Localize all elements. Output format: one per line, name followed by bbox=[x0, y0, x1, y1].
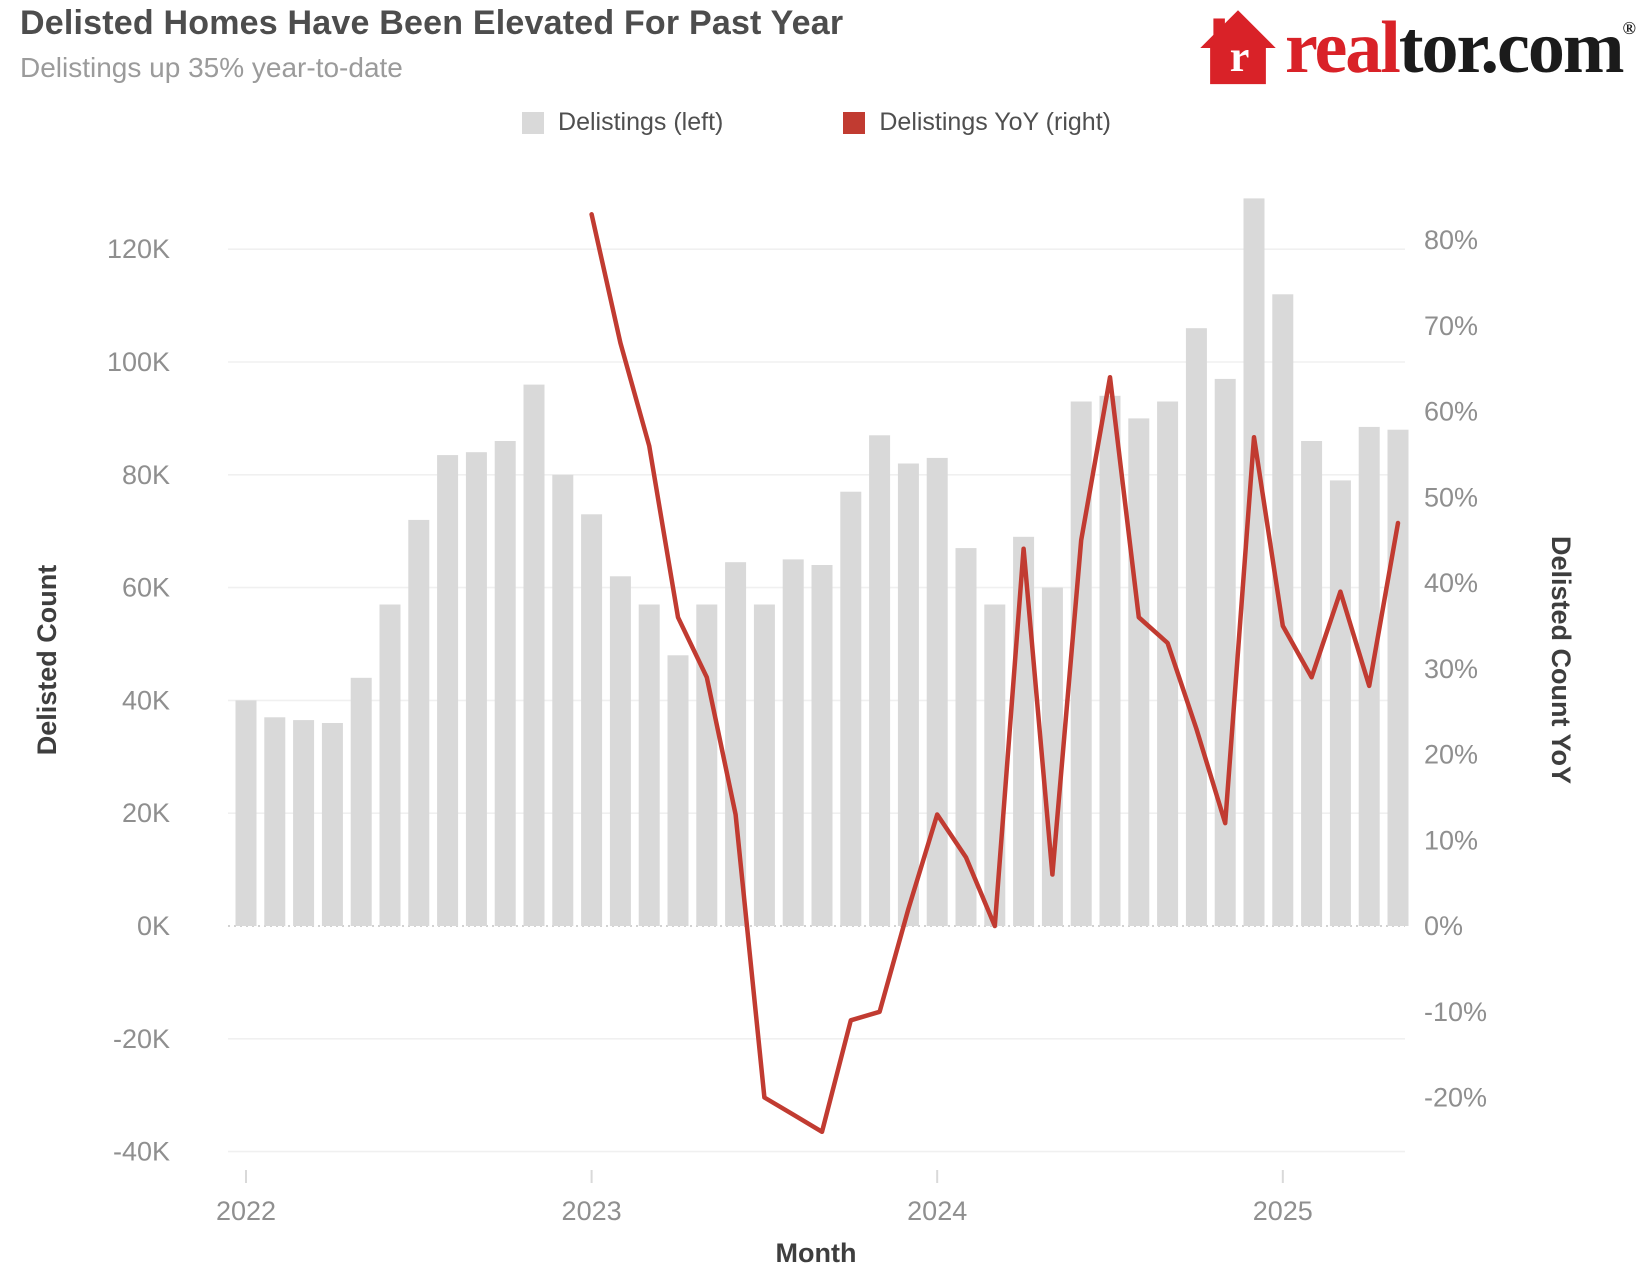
right-axis-tick-label: 80% bbox=[1424, 225, 1478, 255]
delistings-bar bbox=[1128, 418, 1150, 926]
x-axis-year-label: 2024 bbox=[907, 1196, 967, 1226]
delistings-bar bbox=[609, 576, 631, 926]
delistings-bar bbox=[897, 463, 919, 926]
registered-mark: ® bbox=[1622, 18, 1637, 38]
x-axis-year-label: 2025 bbox=[1253, 1196, 1313, 1226]
delistings-bar bbox=[293, 720, 315, 926]
delistings-bar bbox=[782, 559, 804, 926]
wordmark-tor: tor.com bbox=[1398, 7, 1625, 89]
page-title: Delisted Homes Have Been Elevated For Pa… bbox=[20, 4, 844, 42]
left-axis-tick-label: 80K bbox=[122, 460, 170, 490]
right-axis-tick-label: -20% bbox=[1424, 1083, 1487, 1113]
right-axis-tick-label: 20% bbox=[1424, 740, 1478, 770]
delistings-swatch-icon bbox=[522, 111, 545, 134]
delistings-bar bbox=[811, 565, 833, 926]
wordmark-real: real bbox=[1284, 7, 1401, 89]
delistings-bar bbox=[494, 441, 516, 926]
delistings-bar bbox=[523, 384, 545, 927]
delistings-bar bbox=[1185, 328, 1207, 926]
delistings-bar bbox=[1243, 198, 1265, 926]
delistings-bar bbox=[1041, 587, 1063, 926]
legend: Delistings (left) Delistings YoY (right) bbox=[228, 108, 1405, 137]
right-axis-tick-label: 50% bbox=[1424, 482, 1478, 512]
delistings-bar bbox=[753, 604, 775, 926]
left-axis-tick-label: -40K bbox=[113, 1137, 170, 1167]
delistings-bar bbox=[1099, 395, 1121, 926]
delistings-bar bbox=[1301, 441, 1323, 926]
delistings-bar bbox=[264, 717, 286, 926]
axis-tick-labels: -40K -20K 0K 20K 40K 60K 80K 100K 120K -20% -10% 0%… bbox=[107, 225, 1487, 1226]
delistings-bar bbox=[984, 604, 1006, 926]
yoy-line bbox=[589, 212, 1401, 1135]
delistings-bar bbox=[926, 457, 948, 926]
delistings-bars bbox=[235, 198, 1409, 927]
delistings-bar bbox=[1272, 294, 1294, 926]
delistings-bar bbox=[1329, 480, 1351, 926]
delistings-bar bbox=[869, 435, 891, 926]
delistings-bar bbox=[638, 604, 660, 926]
delistings-bar bbox=[408, 519, 430, 926]
delistings-bar bbox=[581, 514, 603, 926]
delistings-bar bbox=[725, 562, 747, 926]
left-axis-tick-label: 20K bbox=[122, 798, 170, 828]
delistings-bar bbox=[235, 700, 257, 926]
delistings-bar bbox=[379, 604, 401, 926]
x-axis-year-label: 2023 bbox=[562, 1196, 622, 1226]
delistings-bar bbox=[1013, 536, 1035, 926]
right-axis-tick-label: -10% bbox=[1424, 997, 1487, 1027]
legend-label-yoy: Delistings YoY (right) bbox=[879, 108, 1111, 136]
yoy-line-group bbox=[589, 212, 1401, 1135]
delistings-bar bbox=[696, 604, 718, 926]
delistings-bar bbox=[1387, 429, 1409, 926]
delistings-bar bbox=[552, 474, 574, 926]
realtor-house-icon: r bbox=[1200, 10, 1276, 85]
right-axis-tick-label: 40% bbox=[1424, 568, 1478, 598]
left-axis-tick-label: -20K bbox=[113, 1024, 170, 1054]
delistings-bar bbox=[667, 655, 689, 926]
delistings-bar bbox=[1157, 401, 1179, 926]
left-axis-tick-label: 0K bbox=[137, 911, 170, 941]
delistings-bar bbox=[350, 677, 372, 926]
legend-label-delistings: Delistings (left) bbox=[558, 108, 724, 136]
delistings-bar bbox=[465, 452, 487, 926]
combo-chart: -40K -20K 0K 20K 40K 60K 80K 100K 120K -20% -10% 0%… bbox=[32, 198, 1576, 1268]
right-axis-tick-label: 30% bbox=[1424, 654, 1478, 684]
delistings-bar bbox=[1070, 401, 1092, 926]
left-axis-tick-label: 40K bbox=[122, 685, 170, 715]
delistings-bar bbox=[840, 491, 862, 926]
legend-item-yoy: Delistings YoY (right) bbox=[843, 108, 1111, 137]
left-axis-tick-label: 60K bbox=[122, 573, 170, 603]
right-axis-tick-label: 10% bbox=[1424, 825, 1478, 855]
x-axis-title: Month bbox=[776, 1238, 857, 1268]
svg-text:r: r bbox=[1230, 32, 1250, 81]
delistings-bar bbox=[437, 455, 459, 926]
x-axis-year-label: 2022 bbox=[216, 1196, 276, 1226]
delistings-bar bbox=[1214, 378, 1236, 926]
page-subtitle: Delistings up 35% year-to-date bbox=[20, 52, 403, 83]
left-axis-tick-label: 120K bbox=[107, 234, 170, 264]
left-axis-tick-label: 100K bbox=[107, 347, 170, 377]
delistings-bar bbox=[955, 548, 977, 926]
yoy-swatch-icon bbox=[843, 111, 866, 134]
realtor-logo: r realtor.com® bbox=[1197, 6, 1637, 90]
right-axis-tick-label: 70% bbox=[1424, 311, 1478, 341]
delistings-bar bbox=[321, 723, 343, 926]
left-axis-title: Delisted Count bbox=[32, 565, 62, 756]
right-axis-tick-label: 0% bbox=[1424, 911, 1463, 941]
right-axis-tick-label: 60% bbox=[1424, 397, 1478, 427]
realtor-wordmark: realtor.com® bbox=[1285, 11, 1637, 85]
legend-item-delistings: Delistings (left) bbox=[522, 108, 723, 137]
right-axis-title: Delisted Count YoY bbox=[1546, 536, 1576, 784]
